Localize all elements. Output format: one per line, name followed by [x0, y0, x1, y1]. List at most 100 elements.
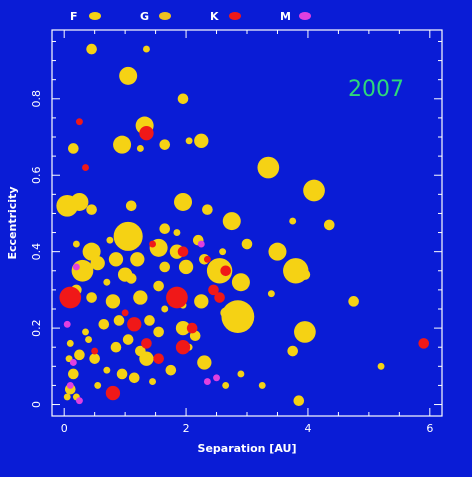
data-point-G [197, 355, 212, 370]
data-point-G [185, 137, 193, 145]
data-point-G [71, 259, 94, 282]
data-point-G [68, 368, 79, 380]
data-point-K [203, 255, 211, 263]
year-annotation: 2007 [348, 77, 404, 102]
data-point-G [299, 269, 311, 280]
data-point-G [56, 194, 79, 217]
data-point-G [130, 252, 145, 267]
data-point-G [159, 261, 171, 273]
y-tick-label: 0.4 [30, 243, 43, 261]
data-point-G [86, 43, 97, 55]
y-tick-label: 0.2 [30, 319, 43, 337]
data-point-G [159, 223, 171, 235]
data-point-G [90, 255, 105, 271]
x-ticks: 0 2 4 6 [61, 30, 433, 435]
data-point-M [203, 378, 211, 386]
data-point-K [105, 385, 121, 401]
data-point-K [153, 353, 164, 364]
x-tick-label: 0 [61, 422, 68, 435]
data-point-G [74, 349, 85, 361]
data-point-G [108, 252, 124, 267]
data-point-K [175, 340, 191, 355]
data-point-G [133, 290, 148, 305]
data-point-G [153, 280, 164, 292]
data-point-K [418, 338, 430, 349]
legend-label: G [140, 10, 149, 23]
data-point-G [303, 179, 325, 202]
data-point-G [241, 238, 253, 250]
data-point-G [86, 204, 97, 215]
data-point-G [86, 292, 97, 303]
data-point-G [139, 351, 154, 366]
legend-label: M [280, 10, 291, 23]
data-point-K [121, 309, 129, 317]
data-point-K [75, 118, 83, 126]
data-point-G [222, 212, 241, 231]
data-point-G [119, 66, 138, 85]
data-point-G [103, 366, 111, 374]
data-point-K [186, 322, 198, 334]
data-point-G [103, 278, 111, 286]
x-tick-label: 2 [183, 422, 190, 435]
data-point-G [113, 135, 132, 154]
data-point-G [221, 300, 255, 334]
legend-marker [159, 12, 171, 20]
data-point-G [113, 315, 125, 326]
data-point-K [166, 286, 188, 309]
data-point-G [219, 248, 227, 256]
y-ticks: 0 0.2 0.4 0.6 0.8 [30, 40, 442, 408]
data-point-G [143, 45, 150, 53]
data-point-G [258, 381, 266, 389]
legend-label: K [210, 10, 219, 23]
data-point-G [202, 204, 213, 215]
data-point-G [113, 221, 143, 251]
data-point-K [149, 240, 156, 248]
data-point-K [220, 265, 231, 277]
data-point-G [85, 336, 93, 344]
y-axis-label: Eccentricity [6, 186, 19, 259]
data-point-G [194, 133, 209, 148]
data-point-G [159, 139, 171, 150]
data-point-G [128, 372, 140, 384]
y-tick-label: 0.8 [30, 90, 43, 108]
data-point-G [268, 242, 287, 261]
data-point-G [289, 217, 297, 225]
data-points [56, 43, 430, 407]
data-point-K [139, 126, 154, 141]
data-point-K [214, 292, 225, 303]
data-point-G [144, 315, 155, 326]
legend-marker [299, 12, 311, 20]
data-point-G [323, 219, 335, 231]
data-point-G [110, 341, 122, 353]
data-point-G [220, 307, 231, 319]
y-tick-label: 0 [30, 401, 43, 408]
data-point-G [82, 328, 89, 336]
data-point-K [208, 284, 219, 296]
data-point-M [213, 374, 220, 382]
data-point-M [69, 359, 77, 366]
data-point-M [63, 320, 71, 328]
data-point-G [106, 236, 114, 244]
data-point-G [206, 258, 233, 284]
data-point-G [294, 321, 316, 343]
data-point-G [377, 362, 385, 370]
data-point-K [127, 317, 142, 332]
data-point-G [231, 273, 250, 292]
data-point-G [267, 290, 275, 298]
data-point-G [175, 320, 191, 336]
data-point-G [89, 353, 100, 364]
data-point-K [82, 164, 89, 172]
data-point-K [141, 338, 152, 349]
data-point-G [66, 339, 74, 347]
legend-marker [89, 12, 101, 20]
data-point-G [98, 318, 110, 330]
data-point-K [177, 246, 189, 257]
data-point-G [174, 192, 193, 211]
data-point-M [72, 263, 80, 271]
data-point-G [287, 345, 299, 357]
data-point-G [116, 368, 128, 380]
x-tick-label: 6 [426, 422, 433, 435]
data-point-G [125, 200, 137, 212]
legend-label: F [70, 10, 78, 23]
